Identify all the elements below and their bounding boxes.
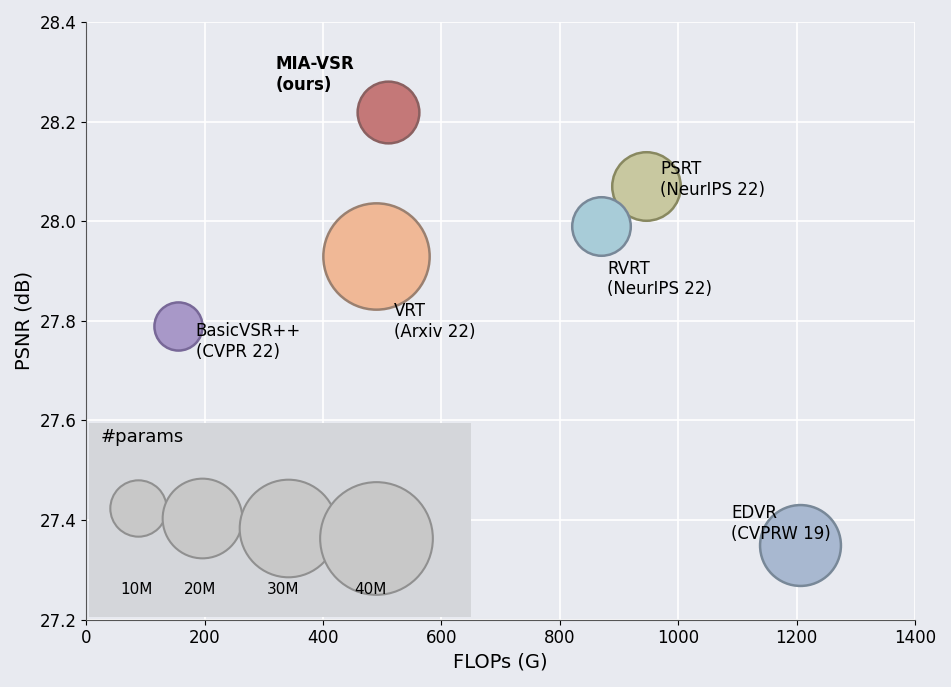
Point bbox=[280, 522, 295, 533]
Point bbox=[194, 512, 209, 523]
Text: #params: #params bbox=[101, 428, 184, 446]
Point bbox=[593, 221, 609, 232]
Point bbox=[130, 502, 146, 513]
Text: 20M: 20M bbox=[184, 583, 216, 597]
Text: 40M: 40M bbox=[355, 583, 387, 597]
Text: VRT
(Arxiv 22): VRT (Arxiv 22) bbox=[394, 302, 476, 341]
Point bbox=[369, 251, 384, 262]
Text: PSRT
(NeurIPS 22): PSRT (NeurIPS 22) bbox=[660, 160, 766, 199]
Text: RVRT
(NeurIPS 22): RVRT (NeurIPS 22) bbox=[607, 260, 712, 298]
X-axis label: FLOPs (G): FLOPs (G) bbox=[454, 653, 548, 672]
Point bbox=[170, 320, 185, 331]
Point bbox=[380, 106, 396, 117]
Point bbox=[369, 532, 384, 543]
Text: 30M: 30M bbox=[267, 583, 300, 597]
Text: EDVR
(CVPRW 19): EDVR (CVPRW 19) bbox=[731, 504, 831, 543]
Text: BasicVSR++
(CVPR 22): BasicVSR++ (CVPR 22) bbox=[196, 322, 301, 361]
Text: 10M: 10M bbox=[121, 583, 153, 597]
Point bbox=[792, 539, 807, 550]
Y-axis label: PSNR (dB): PSNR (dB) bbox=[15, 271, 34, 370]
Text: MIA-VSR
(ours): MIA-VSR (ours) bbox=[276, 56, 355, 94]
FancyBboxPatch shape bbox=[89, 423, 471, 617]
Point bbox=[639, 181, 654, 192]
